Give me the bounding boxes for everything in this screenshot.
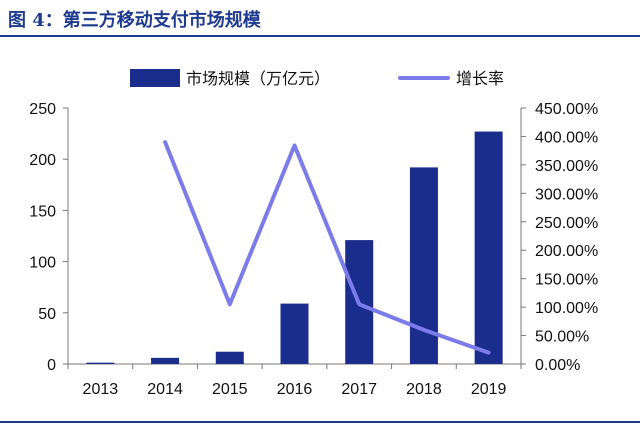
y-left-tick-label: 200 [29,152,56,169]
x-tick-label: 2016 [277,381,313,398]
y-right-tick-label: 400.00% [535,129,598,146]
y-right-tick-label: 150.00% [535,272,598,289]
y-left-tick-label: 250 [29,101,56,118]
y-left-tick-label: 100 [29,255,56,272]
bar [215,351,244,364]
y-right-tick-label: 0.00% [535,357,580,374]
y-right-tick-label: 300.00% [535,186,598,203]
figure-title: 图 4：第三方移动支付市场规模 [8,10,261,31]
bar [151,357,180,364]
bottom-rule [0,421,640,423]
legend-label-bar: 市场规模（万亿元） [186,69,330,88]
x-tick-label: 2013 [83,381,119,398]
figure-header: 图 4：第三方移动支付市场规模 [0,0,640,37]
x-tick-label: 2019 [471,381,507,398]
x-tick-label: 2018 [406,381,442,398]
x-tick-label: 2015 [212,381,248,398]
legend-swatch-bar [130,69,180,87]
growth-rate-line [163,140,491,355]
y-left-tick-label: 150 [29,203,56,220]
y-right-tick-label: 250.00% [535,215,598,232]
y-right-tick-label: 50.00% [535,329,589,346]
x-tick-label: 2014 [147,381,183,398]
y-right-tick-label: 350.00% [535,158,598,175]
bar [474,131,503,364]
bar [86,362,115,364]
x-tick-label: 2017 [341,381,377,398]
bar [280,303,309,364]
y-left-tick-label: 50 [38,306,56,323]
title-rule [0,35,640,37]
legend-label-line: 增长率 [456,69,504,88]
y-right-tick-label: 450.00% [535,101,598,118]
y-right-tick-label: 200.00% [535,243,598,260]
y-right-tick-label: 100.00% [535,300,598,317]
y-left-tick-label: 0 [47,357,56,374]
